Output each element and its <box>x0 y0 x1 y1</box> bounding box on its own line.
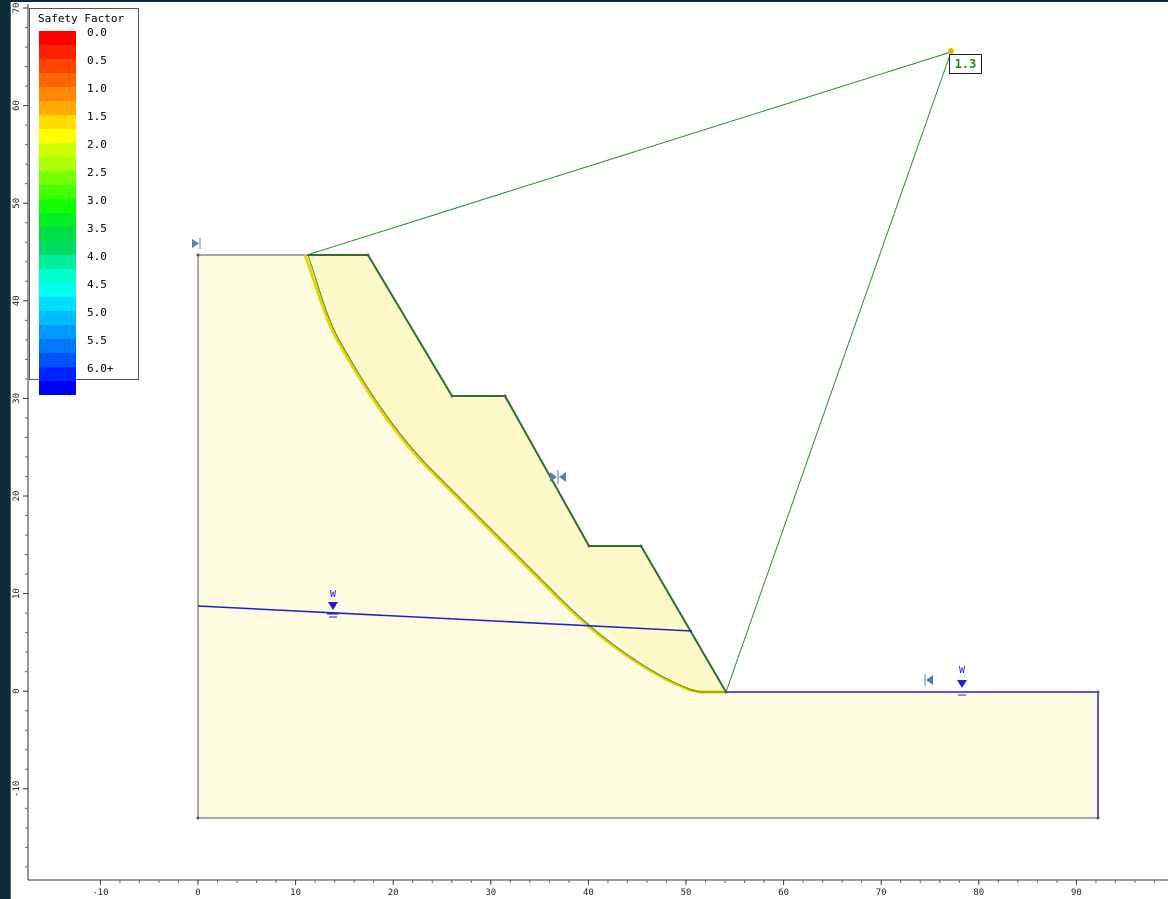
x-tick-label: -10 <box>92 888 108 898</box>
bottom-ruler: -10010203040506070809010 <box>28 879 1168 898</box>
legend-label: 1.5 <box>87 110 107 123</box>
x-tick-label: 30 <box>485 888 496 898</box>
critical-safety-factor-label: 1.3 <box>949 54 982 74</box>
boundary-vertices <box>196 253 1100 820</box>
legend-swatch <box>39 115 76 129</box>
legend-label: 5.0 <box>87 306 107 319</box>
y-tick-label: 30 <box>12 393 22 404</box>
safety-factor-legend: Safety Factor 0.0 0.5 1.0 1.5 2.0 2.5 3.0 3.5 4.… <box>29 8 139 395</box>
legend-swatch <box>39 87 76 101</box>
legend-swatch <box>39 269 76 283</box>
legend-label: 2.5 <box>87 166 107 179</box>
legend-swatch <box>39 381 76 395</box>
y-tick-label: 0 <box>12 688 22 693</box>
legend-swatch <box>39 367 76 381</box>
legend-swatch <box>39 227 76 241</box>
x-tick-label: 80 <box>973 888 984 898</box>
y-tick-label: -10 <box>12 781 22 797</box>
x-tick-label: 0 <box>195 888 200 898</box>
slip-limit-marker-3[interactable] <box>924 674 933 686</box>
legend-label: 0.0 <box>87 26 107 39</box>
legend-swatch <box>39 45 76 59</box>
legend-label: 4.0 <box>87 250 107 263</box>
slip-limit-marker-2[interactable] <box>550 470 566 484</box>
slip-center-point[interactable] <box>948 48 954 54</box>
y-tick-label: 60 <box>12 100 22 111</box>
legend-swatch <box>39 325 76 339</box>
water-table-symbol-left: W <box>327 589 339 618</box>
y-tick-label: 40 <box>12 295 22 306</box>
left-ruler: 70 60 50 40 30 20 10 0 -10 <box>12 3 29 880</box>
slip-radius-line-right <box>725 51 952 693</box>
legend-label: 3.5 <box>87 222 107 235</box>
legend-swatch <box>39 129 76 143</box>
legend-swatch <box>39 59 76 73</box>
legend-swatch <box>39 101 76 115</box>
legend-label: 2.0 <box>87 138 107 151</box>
y-tick-label: 50 <box>12 198 22 209</box>
y-axis-ticks: 70 60 50 40 30 20 10 0 -10 <box>12 3 28 868</box>
legend-swatch <box>39 213 76 227</box>
legend-title: Safety Factor <box>38 12 125 25</box>
slip-limit-marker-1[interactable] <box>192 238 201 249</box>
water-table-symbol-right: W <box>956 665 968 696</box>
y-tick-label: 70 <box>12 3 22 14</box>
x-tick-label: 70 <box>876 888 887 898</box>
legend-label: 6.0+ <box>87 362 114 375</box>
x-tick-label: 10 <box>290 888 301 898</box>
svg-text:W: W <box>959 665 966 676</box>
legend-label: 0.5 <box>87 54 107 67</box>
legend-swatch <box>39 185 76 199</box>
x-tick-label: 40 <box>583 888 594 898</box>
y-tick-label: 10 <box>12 588 22 599</box>
legend-swatch <box>39 353 76 367</box>
legend-swatch <box>39 199 76 213</box>
slip-radius-line-left <box>306 51 952 256</box>
legend-swatch <box>39 297 76 311</box>
legend-label: 4.5 <box>87 278 107 291</box>
legend-swatch <box>39 339 76 353</box>
legend-label: 5.5 <box>87 334 107 347</box>
y-tick-label: 20 <box>12 491 22 502</box>
slope-material-region <box>197 254 1099 819</box>
x-axis-ticks: -10010203040506070809010 <box>92 880 1155 898</box>
water-table-line <box>197 605 693 632</box>
sliding-mass-region <box>307 255 726 692</box>
legend-swatch <box>39 283 76 297</box>
legend-swatch <box>39 157 76 171</box>
legend-swatch <box>39 311 76 325</box>
svg-text:W: W <box>330 589 337 600</box>
legend-swatch <box>39 143 76 157</box>
legend-swatch <box>39 241 76 255</box>
x-tick-label: 50 <box>681 888 692 898</box>
x-tick-label: 90 <box>1071 888 1082 898</box>
legend-swatch <box>39 31 76 45</box>
x-tick-label: 60 <box>778 888 789 898</box>
x-tick-label: 20 <box>388 888 399 898</box>
legend-swatch <box>39 171 76 185</box>
legend-swatch <box>39 255 76 269</box>
slip-surface-outline <box>307 254 726 693</box>
critical-slip-surface <box>303 254 726 694</box>
legend-label: 1.0 <box>87 82 107 95</box>
legend-swatch <box>39 73 76 87</box>
legend-label: 3.0 <box>87 194 107 207</box>
